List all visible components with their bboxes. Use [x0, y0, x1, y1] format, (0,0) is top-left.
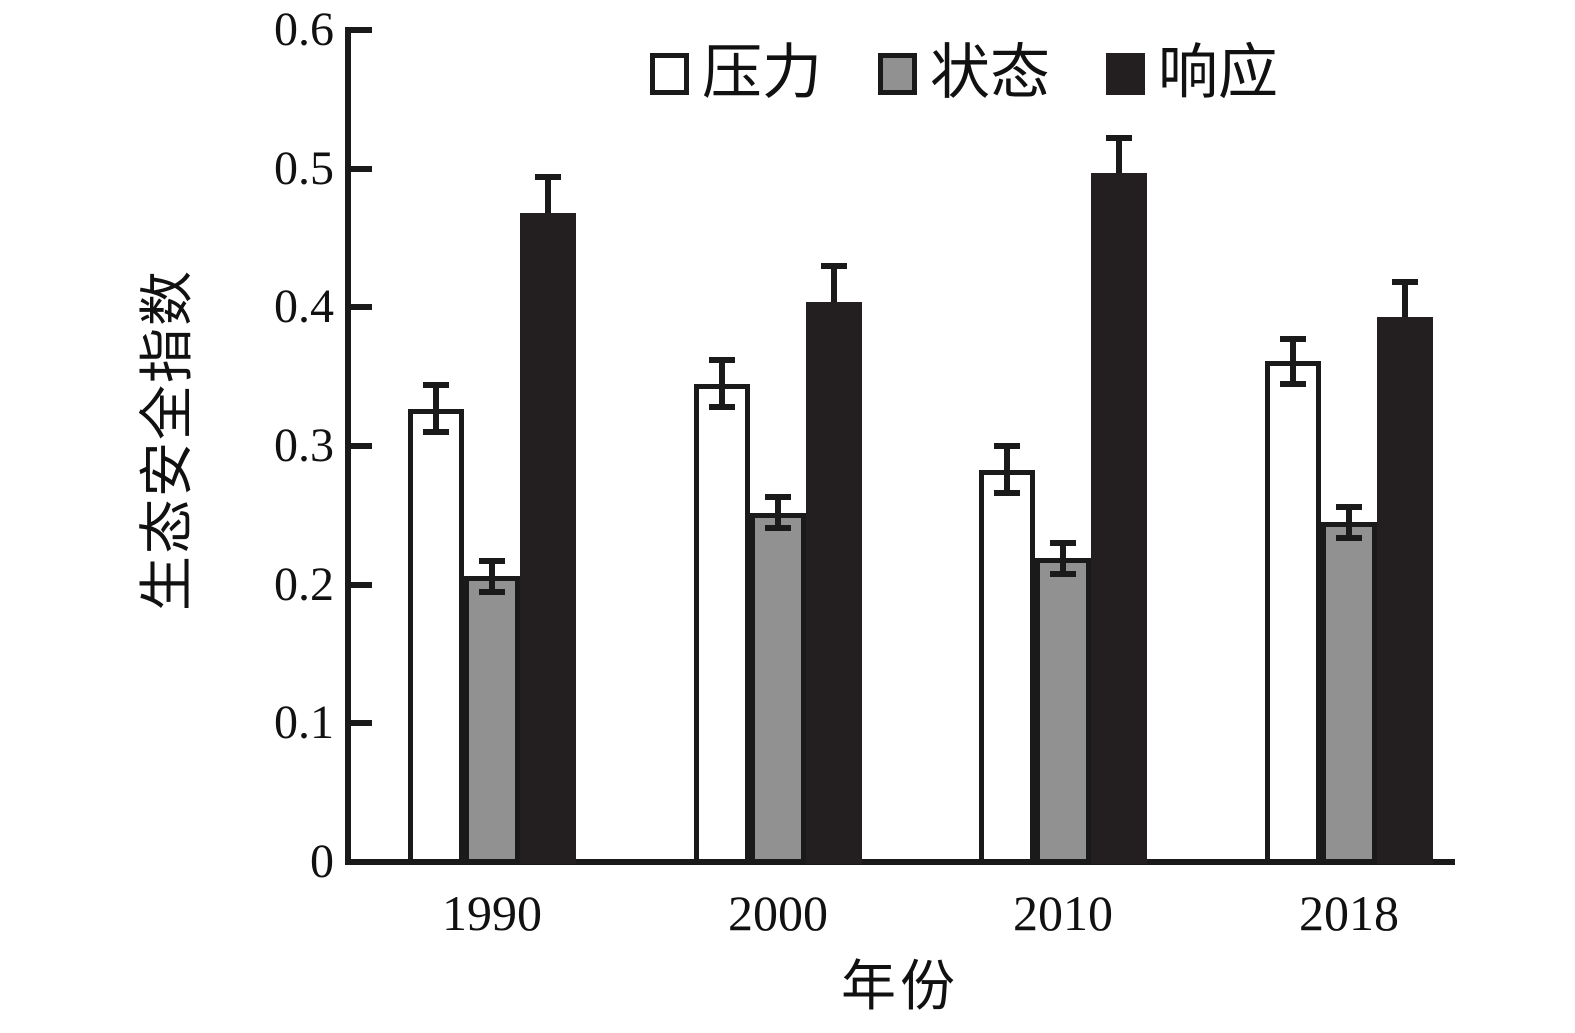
- error-cap-top-state-1990: [479, 558, 505, 565]
- legend-item-pressure: 压力: [650, 38, 822, 108]
- error-cap-bottom-pressure-2010: [994, 490, 1020, 497]
- error-cap-top-pressure-2000: [709, 357, 735, 363]
- y-tick-0.6: [351, 26, 372, 33]
- error-line-pressure-2000: [719, 360, 725, 408]
- error-cap-bottom-state-2010: [1050, 570, 1076, 577]
- bar-response-2018: [1377, 317, 1433, 864]
- x-tick-label-2010: 2010: [1013, 885, 1113, 941]
- bar-pressure-2018: [1265, 361, 1321, 864]
- state-swatch-icon: [878, 53, 917, 95]
- x-axis-title: 年份: [840, 956, 959, 1017]
- legend-label-pressure: 压力: [702, 40, 822, 106]
- error-cap-bottom-pressure-2000: [709, 404, 735, 411]
- legend-label-response: 响应: [1158, 40, 1278, 106]
- error-cap-top-state-2010: [1050, 540, 1076, 547]
- error-line-response-1990: [545, 176, 551, 214]
- error-cap-bottom-state-2000: [765, 524, 791, 531]
- error-line-pressure-2018: [1290, 339, 1296, 384]
- error-cap-top-state-2018: [1336, 504, 1362, 510]
- error-cap-top-pressure-1990: [423, 381, 449, 388]
- error-line-pressure-2010: [1004, 445, 1010, 494]
- error-line-state-1990: [489, 561, 495, 592]
- bar-pressure-1990: [408, 408, 464, 864]
- bar-state-2000: [750, 512, 806, 864]
- bar-response-2000: [806, 301, 862, 864]
- x-tick-label-2018: 2018: [1299, 885, 1399, 941]
- error-cap-bottom-pressure-1990: [423, 429, 449, 436]
- y-tick-label-0.4: 0.4: [274, 280, 334, 334]
- error-line-response-2010: [1116, 138, 1122, 173]
- y-tick-label-0.5: 0.5: [274, 141, 334, 195]
- error-cap-top-pressure-2018: [1280, 336, 1306, 343]
- error-cap-top-response-2018: [1392, 279, 1418, 286]
- y-tick-0.3: [351, 442, 372, 449]
- pressure-swatch-icon: [650, 53, 689, 95]
- response-swatch-icon: [1106, 53, 1145, 95]
- error-line-state-2018: [1346, 507, 1352, 538]
- bar-pressure-2010: [979, 469, 1035, 864]
- y-tick-label-0.3: 0.3: [274, 418, 334, 472]
- y-tick-0.5: [351, 165, 372, 172]
- y-tick-label-0.1: 0.1: [274, 696, 334, 750]
- y-tick-label-0: 0: [310, 835, 334, 888]
- bar-state-2010: [1035, 558, 1091, 864]
- error-cap-top-pressure-2010: [994, 442, 1020, 449]
- bar-pressure-2000: [694, 383, 750, 864]
- bar-state-2018: [1321, 522, 1377, 864]
- y-tick-label-0.6: 0.6: [274, 2, 334, 56]
- error-line-pressure-1990: [433, 384, 439, 433]
- x-tick-label-1990: 1990: [442, 885, 542, 941]
- y-axis-line: [345, 27, 351, 865]
- error-line-state-2010: [1060, 543, 1066, 574]
- error-line-response-2018: [1402, 282, 1408, 318]
- legend-label-state: 状态: [930, 40, 1050, 106]
- bar-response-1990: [520, 213, 576, 864]
- legend-item-state: 状态: [878, 38, 1050, 108]
- legend-item-response: 响应: [1106, 38, 1278, 108]
- y-tick-0.1: [351, 720, 372, 727]
- legend: 压力 状态 响应: [650, 38, 1278, 108]
- x-axis-line: [345, 859, 1455, 865]
- error-line-response-2000: [831, 265, 837, 302]
- error-cap-top-response-2010: [1106, 135, 1132, 142]
- error-cap-top-response-2000: [821, 262, 847, 269]
- bar-state-1990: [464, 576, 520, 864]
- x-tick-label-2000: 2000: [728, 885, 828, 941]
- error-cap-top-response-1990: [535, 173, 561, 180]
- error-cap-bottom-pressure-2018: [1280, 380, 1306, 387]
- error-line-state-2000: [775, 497, 781, 528]
- error-cap-bottom-state-1990: [479, 588, 505, 595]
- bar-response-2010: [1091, 172, 1147, 864]
- y-tick-0.2: [351, 581, 372, 588]
- y-tick-0.4: [351, 304, 372, 311]
- error-cap-bottom-state-2018: [1336, 534, 1362, 541]
- error-cap-top-state-2000: [765, 494, 791, 501]
- y-tick-label-0.2: 0.2: [274, 557, 334, 611]
